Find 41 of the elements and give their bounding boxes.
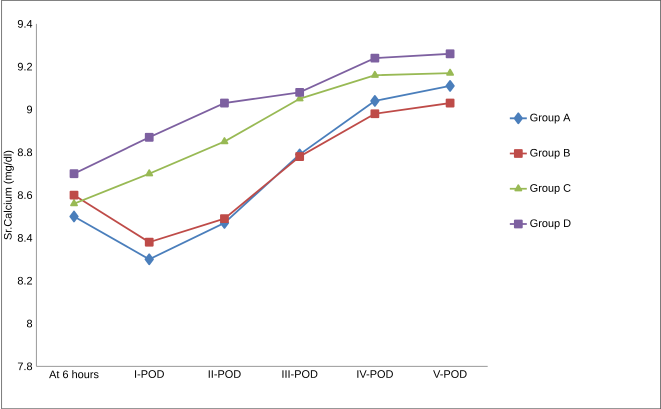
y-tick-label: 8.6 bbox=[18, 191, 32, 199]
point bbox=[370, 94, 380, 107]
point bbox=[445, 80, 455, 92]
point bbox=[145, 169, 154, 176]
point bbox=[69, 210, 79, 222]
point bbox=[144, 132, 154, 142]
point bbox=[70, 169, 78, 178]
point bbox=[370, 109, 380, 118]
point bbox=[446, 98, 454, 108]
x-tick-label: IV-POD bbox=[357, 370, 393, 378]
y-tick-label: 9.2 bbox=[18, 62, 32, 70]
y-tick-label: 9.4 bbox=[18, 20, 32, 28]
legend-label: Group C bbox=[530, 184, 571, 194]
point bbox=[70, 190, 78, 200]
point bbox=[144, 238, 154, 246]
point bbox=[446, 68, 454, 76]
legend-label: Group D bbox=[530, 219, 571, 230]
y-tick-label: 8.8 bbox=[18, 148, 32, 156]
point bbox=[446, 49, 454, 58]
x-tick-label: V-POD bbox=[433, 370, 467, 378]
point bbox=[70, 199, 78, 206]
y-tick-label: 8 bbox=[26, 320, 32, 328]
point bbox=[220, 214, 229, 223]
legend-label: Group A bbox=[530, 114, 570, 124]
y-tick-label: 9 bbox=[26, 106, 32, 114]
point bbox=[370, 70, 379, 78]
x-tick-label: III-POD bbox=[282, 370, 318, 378]
x-tick-label: At 6 hours bbox=[49, 370, 99, 378]
x-tick-label: II-POD bbox=[208, 370, 241, 378]
point bbox=[220, 98, 229, 108]
y-tick-label: 8.2 bbox=[18, 276, 32, 285]
point bbox=[295, 152, 304, 161]
legend-label: Group B bbox=[530, 148, 570, 159]
point bbox=[144, 253, 154, 266]
y-axis-title: Sr.Calcium (mg/dl) bbox=[4, 150, 14, 240]
y-tick-label: 7.8 bbox=[18, 362, 32, 370]
point bbox=[295, 88, 304, 97]
point bbox=[220, 137, 228, 144]
x-tick-label: I-POD bbox=[135, 370, 164, 378]
y-tick-label: 8.4 bbox=[18, 234, 32, 242]
point bbox=[370, 54, 380, 62]
